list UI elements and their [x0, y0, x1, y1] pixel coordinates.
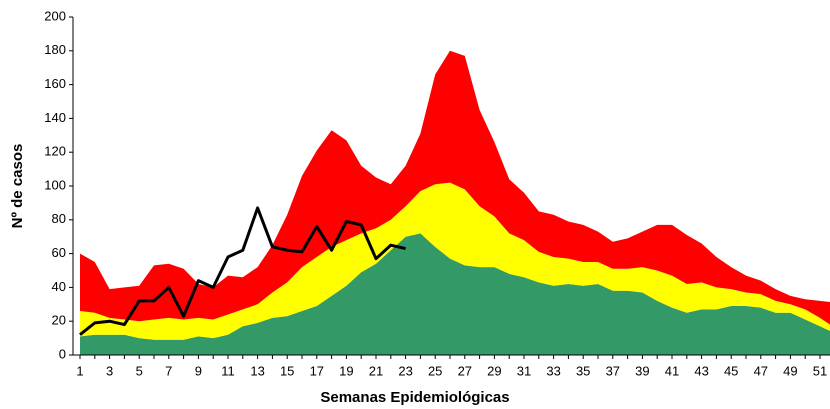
x-tick-label: 7 — [165, 363, 172, 378]
x-tick-label: 3 — [106, 363, 113, 378]
x-tick-label: 51 — [813, 363, 827, 378]
x-tick-label: 9 — [195, 363, 202, 378]
y-tick-label: 120 — [44, 144, 66, 159]
area — [80, 50, 830, 325]
x-tick-label: 25 — [428, 363, 442, 378]
x-tick-label: 41 — [665, 363, 679, 378]
x-tick-label: 39 — [635, 363, 649, 378]
x-tick-label: 35 — [576, 363, 590, 378]
area — [80, 233, 830, 355]
x-tick-label: 29 — [487, 363, 501, 378]
plot-area — [79, 50, 830, 355]
x-tick-label: 43 — [694, 363, 708, 378]
y-tick-label: 180 — [44, 42, 66, 57]
y-axis-title: Nº de casos — [9, 144, 26, 229]
y-tick-label: 140 — [44, 110, 66, 125]
x-tick-label: 31 — [517, 363, 531, 378]
x-tick-label: 17 — [310, 363, 324, 378]
x-tick-label: 11 — [221, 363, 235, 378]
x-axis-title: Semanas Epidemiológicas — [320, 389, 509, 406]
x-tick-label: 5 — [136, 363, 143, 378]
y-tick-label: 160 — [44, 76, 66, 91]
line — [79, 206, 406, 336]
x-tick-label: 1 — [76, 363, 83, 378]
y-tick-label: 100 — [44, 177, 66, 192]
x-tick-label: 27 — [458, 363, 472, 378]
x-tick-label: 15 — [280, 363, 294, 378]
x-tick-label: 13 — [250, 363, 264, 378]
x-tick-label: 49 — [783, 363, 797, 378]
y-tick-label: 40 — [52, 279, 66, 294]
area — [80, 182, 830, 340]
x-tick-label: 33 — [546, 363, 560, 378]
x-tick-label: 47 — [754, 363, 768, 378]
y-tick-label: 20 — [52, 313, 66, 328]
y-tick-label: 60 — [52, 245, 66, 260]
x-tick-label: 37 — [606, 363, 620, 378]
y-tick-label: 0 — [59, 346, 66, 361]
y-tick-label: 80 — [52, 211, 66, 226]
x-tick-label: 21 — [369, 363, 383, 378]
y-tick-label: 200 — [44, 8, 66, 23]
x-tick-label: 19 — [339, 363, 353, 378]
x-tick-label: 23 — [398, 363, 412, 378]
x-tick-label: 45 — [724, 363, 738, 378]
